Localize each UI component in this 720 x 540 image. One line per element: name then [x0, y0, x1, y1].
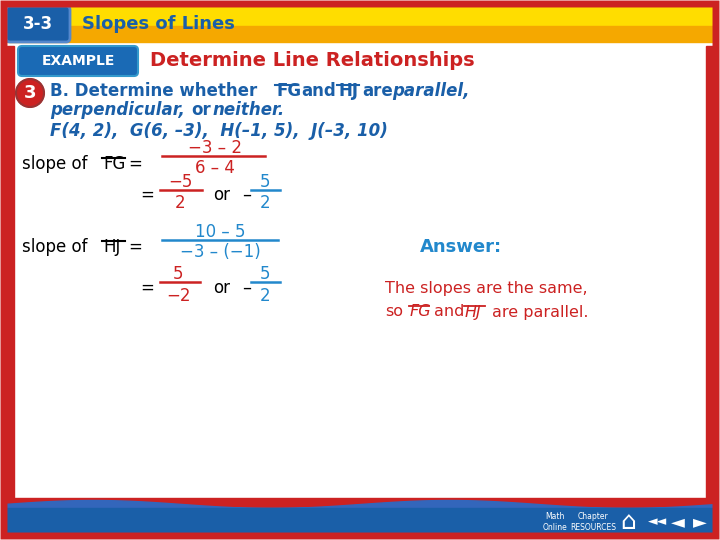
Text: EXAMPLE: EXAMPLE: [41, 54, 114, 68]
Text: so: so: [385, 305, 403, 320]
Bar: [4, 498, 716, 508]
Text: FG: FG: [103, 155, 125, 173]
Bar: [706, 46, 716, 508]
Text: −2: −2: [166, 287, 190, 305]
Text: are: are: [362, 82, 392, 100]
Text: –: –: [242, 186, 251, 204]
Circle shape: [16, 79, 44, 107]
Text: Slopes of Lines: Slopes of Lines: [82, 15, 235, 33]
Bar: [4, 46, 716, 508]
Text: B. Determine whether: B. Determine whether: [50, 82, 257, 100]
Text: The slopes are the same,: The slopes are the same,: [385, 280, 588, 295]
Bar: [4, 4, 716, 26]
FancyBboxPatch shape: [18, 46, 138, 76]
Text: ◄◄: ◄◄: [649, 516, 667, 529]
Text: =: =: [128, 155, 142, 173]
FancyBboxPatch shape: [6, 6, 70, 42]
Text: Answer:: Answer:: [420, 238, 502, 256]
Text: 3: 3: [24, 84, 36, 102]
Text: are parallel.: are parallel.: [492, 305, 588, 320]
Text: 5: 5: [173, 265, 184, 283]
Text: slope of: slope of: [22, 238, 88, 256]
Text: Chapter
RESOURCES: Chapter RESOURCES: [570, 512, 616, 532]
Text: perpendicular,: perpendicular,: [50, 101, 185, 119]
Text: ►: ►: [693, 513, 707, 531]
Text: neither.: neither.: [212, 101, 284, 119]
Text: 3-3: 3-3: [23, 15, 53, 33]
Text: or: or: [213, 186, 230, 204]
Text: 10 – 5: 10 – 5: [194, 223, 246, 241]
Text: parallel,: parallel,: [392, 82, 469, 100]
Text: 5: 5: [260, 265, 270, 283]
Text: =: =: [128, 238, 142, 256]
Text: −3 – (−1): −3 – (−1): [179, 243, 261, 261]
Text: Math
Online: Math Online: [543, 512, 567, 532]
Text: HJ: HJ: [338, 82, 358, 100]
Text: FG: FG: [410, 305, 431, 320]
Text: –: –: [242, 279, 251, 297]
Text: and: and: [434, 305, 464, 320]
Text: 2: 2: [260, 287, 270, 305]
Text: or: or: [213, 279, 230, 297]
Text: =: =: [140, 186, 154, 204]
Bar: [4, 26, 716, 42]
Text: ◄: ◄: [671, 513, 685, 531]
Text: FG: FG: [276, 82, 301, 100]
Text: HJ: HJ: [103, 238, 120, 256]
Text: HJ: HJ: [465, 305, 482, 320]
Text: =: =: [140, 279, 154, 297]
Text: Determine Line Relationships: Determine Line Relationships: [150, 51, 474, 71]
Text: slope of: slope of: [22, 155, 88, 173]
Text: 2: 2: [260, 194, 270, 212]
Bar: [4, 46, 14, 508]
Text: and: and: [301, 82, 336, 100]
Text: F(4, 2),  G(6, –3),  H(–1, 5),  J(–3, 10): F(4, 2), G(6, –3), H(–1, 5), J(–3, 10): [50, 122, 388, 140]
Text: 6 – 4: 6 – 4: [195, 159, 235, 177]
Text: −5: −5: [168, 173, 192, 191]
Text: 2: 2: [175, 194, 185, 212]
Text: ⌂: ⌂: [620, 510, 636, 534]
Text: 5: 5: [260, 173, 270, 191]
Text: or: or: [191, 101, 211, 119]
Text: −3 – 2: −3 – 2: [188, 139, 242, 157]
